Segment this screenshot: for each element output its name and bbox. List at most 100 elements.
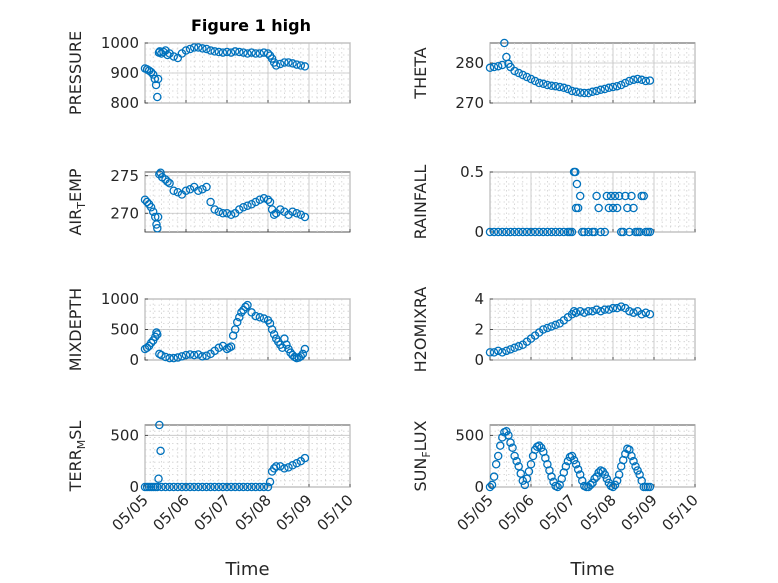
data-point	[567, 227, 577, 237]
y-tick-label: 500	[455, 426, 484, 444]
data-point	[150, 332, 160, 342]
data-point	[537, 443, 546, 452]
data-point	[563, 84, 573, 94]
data-point	[194, 186, 203, 195]
x-axis-label: Time	[224, 559, 269, 580]
data-point	[271, 61, 281, 70]
data-point	[276, 462, 285, 471]
data-point	[142, 343, 152, 353]
data-point	[235, 47, 244, 57]
data-point	[267, 325, 277, 334]
data-point	[510, 343, 519, 353]
data-point	[575, 306, 585, 316]
data-point	[169, 186, 178, 195]
data-point	[146, 202, 156, 212]
data-point	[263, 482, 273, 492]
data-point	[485, 482, 495, 492]
data-point	[604, 83, 614, 93]
data-point	[202, 44, 211, 54]
data-point	[300, 212, 310, 222]
data-point	[247, 199, 256, 209]
data-point	[485, 348, 495, 357]
data-point	[226, 482, 236, 492]
data-point	[235, 482, 244, 492]
subplot-rainfall: 0 0.5 RAINFALL	[411, 163, 696, 241]
data-point	[608, 482, 618, 492]
y-axis-label: RAINFALL	[411, 165, 430, 240]
data-point	[547, 472, 556, 481]
data-point	[298, 349, 308, 359]
data-point	[534, 441, 544, 450]
data-point	[155, 420, 164, 430]
data-point	[606, 191, 616, 201]
data-point	[610, 191, 620, 201]
data-point	[288, 207, 297, 216]
data-point	[157, 482, 166, 492]
data-point	[206, 197, 215, 207]
data-point	[489, 227, 499, 237]
data-point	[547, 81, 556, 91]
data-point	[214, 207, 224, 216]
data-point	[518, 70, 528, 80]
data-point	[633, 466, 642, 475]
data-point	[206, 482, 215, 492]
data-point	[502, 227, 511, 237]
y-tick-label: 270	[455, 94, 484, 112]
data-point	[592, 305, 601, 314]
data-point	[547, 227, 556, 237]
data-point	[608, 303, 618, 313]
data-point	[506, 227, 515, 237]
data-point	[235, 313, 244, 322]
data-point	[185, 44, 195, 54]
data-point	[214, 482, 224, 492]
data-point	[185, 184, 195, 194]
data-point	[259, 193, 269, 203]
data-point	[292, 458, 301, 468]
data-point	[489, 348, 499, 357]
data-point	[534, 227, 544, 237]
data-point	[202, 482, 211, 492]
data-point	[155, 47, 165, 56]
data-point	[198, 44, 207, 53]
data-point	[222, 208, 232, 218]
data-point	[280, 58, 289, 67]
data-point	[584, 227, 593, 237]
data-point	[259, 314, 269, 323]
data-point	[300, 344, 310, 354]
data-point	[572, 179, 582, 189]
y-tick-label: 800	[110, 94, 139, 112]
y-axis-label: TERRMSL	[66, 421, 88, 493]
data-point	[251, 482, 260, 492]
data-point	[614, 470, 624, 479]
data-point	[210, 482, 219, 492]
data-point	[181, 46, 191, 55]
data-point	[222, 482, 232, 492]
data-point	[165, 482, 174, 492]
data-point	[153, 92, 162, 102]
data-point	[247, 482, 256, 492]
data-point	[614, 191, 624, 201]
data-point	[251, 197, 260, 207]
data-point	[571, 87, 581, 97]
data-point	[296, 210, 306, 219]
data-point	[600, 227, 610, 237]
data-point	[522, 227, 532, 237]
data-point	[567, 86, 577, 96]
data-point	[645, 76, 655, 85]
data-point	[555, 227, 564, 237]
data-point	[543, 323, 552, 333]
data-point	[608, 82, 618, 92]
data-point	[573, 465, 583, 474]
data-point	[526, 74, 536, 84]
data-point	[269, 210, 279, 219]
data-point	[165, 178, 174, 188]
data-point	[161, 482, 170, 492]
data-point	[185, 482, 195, 492]
data-point	[573, 203, 583, 213]
y-tick-label: 0	[474, 351, 484, 369]
data-point	[214, 343, 224, 353]
data-point	[588, 306, 597, 316]
data-point	[592, 86, 601, 96]
data-point	[239, 202, 248, 212]
data-point	[621, 191, 630, 201]
